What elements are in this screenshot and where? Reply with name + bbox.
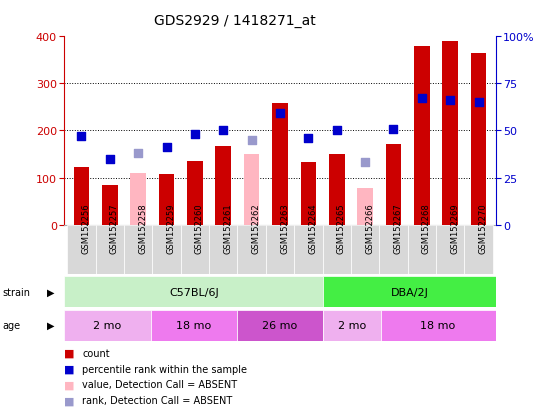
Point [247,137,256,144]
Bar [272,104,288,225]
Bar [323,310,381,341]
Bar [386,144,402,225]
Bar [301,162,316,225]
Bar [329,154,344,225]
Bar [471,54,487,225]
Text: strain: strain [3,287,31,297]
Text: GSM152256: GSM152256 [81,203,90,254]
Text: value, Detection Call = ABSENT: value, Detection Call = ABSENT [82,380,237,389]
Text: GSM152261: GSM152261 [223,203,232,254]
Text: ▶: ▶ [48,320,55,330]
Point [219,128,228,135]
Bar [67,226,96,275]
Text: DBA/2J: DBA/2J [390,287,428,297]
Point [389,126,398,133]
Bar [442,42,458,225]
Text: GSM152260: GSM152260 [195,203,204,254]
Bar [408,226,436,275]
Text: 18 mo: 18 mo [176,320,211,330]
Point [162,145,171,151]
Point [474,100,483,106]
Text: GSM152258: GSM152258 [138,203,147,254]
Bar [130,173,146,225]
Text: GSM152266: GSM152266 [365,203,374,254]
Bar [237,226,266,275]
Text: GDS2929 / 1418271_at: GDS2929 / 1418271_at [155,14,316,28]
Bar [294,226,323,275]
Bar [414,47,430,225]
Bar [124,226,152,275]
Bar [151,310,237,341]
Point [361,160,370,166]
Text: GSM152270: GSM152270 [479,203,488,254]
Point [446,98,455,104]
Bar [181,226,209,275]
Bar [73,168,89,225]
Text: rank, Detection Call = ABSENT: rank, Detection Call = ABSENT [82,395,232,405]
Bar [209,226,237,275]
Text: GSM152268: GSM152268 [422,203,431,254]
Bar [323,226,351,275]
Text: ■: ■ [64,348,75,358]
Point [105,156,114,163]
Text: GSM152262: GSM152262 [251,203,260,254]
Text: ■: ■ [64,395,75,405]
Bar [158,175,174,225]
Point [417,96,426,102]
Point [77,133,86,140]
Bar [102,185,118,225]
Text: ■: ■ [64,380,75,389]
Text: 26 mo: 26 mo [263,320,297,330]
Bar [266,226,294,275]
Point [276,111,284,118]
Text: percentile rank within the sample: percentile rank within the sample [82,364,248,374]
Point [134,150,143,157]
Point [190,132,199,138]
Bar [244,154,259,225]
Bar [64,277,323,308]
Bar [237,310,323,341]
Text: count: count [82,348,110,358]
Text: GSM152263: GSM152263 [280,203,289,254]
Text: GSM152257: GSM152257 [110,203,119,254]
Bar [379,226,408,275]
Bar [464,226,493,275]
Text: C57BL/6J: C57BL/6J [169,287,218,297]
Text: GSM152259: GSM152259 [166,203,175,254]
Text: 2 mo: 2 mo [338,320,366,330]
Text: age: age [3,320,21,330]
Text: ▶: ▶ [48,287,55,297]
Text: GSM152269: GSM152269 [450,203,459,254]
Point [304,135,313,142]
Bar [96,226,124,275]
Bar [187,161,203,225]
Text: 2 mo: 2 mo [94,320,122,330]
Point [332,128,341,135]
Bar [381,310,496,341]
Text: 18 mo: 18 mo [421,320,456,330]
Bar [357,188,373,225]
Bar [323,277,496,308]
Bar [351,226,379,275]
Bar [64,310,151,341]
Text: GSM152267: GSM152267 [394,203,403,254]
Text: GSM152264: GSM152264 [309,203,318,254]
Bar [152,226,181,275]
Bar [216,147,231,225]
Bar [436,226,464,275]
Text: GSM152265: GSM152265 [337,203,346,254]
Text: ■: ■ [64,364,75,374]
